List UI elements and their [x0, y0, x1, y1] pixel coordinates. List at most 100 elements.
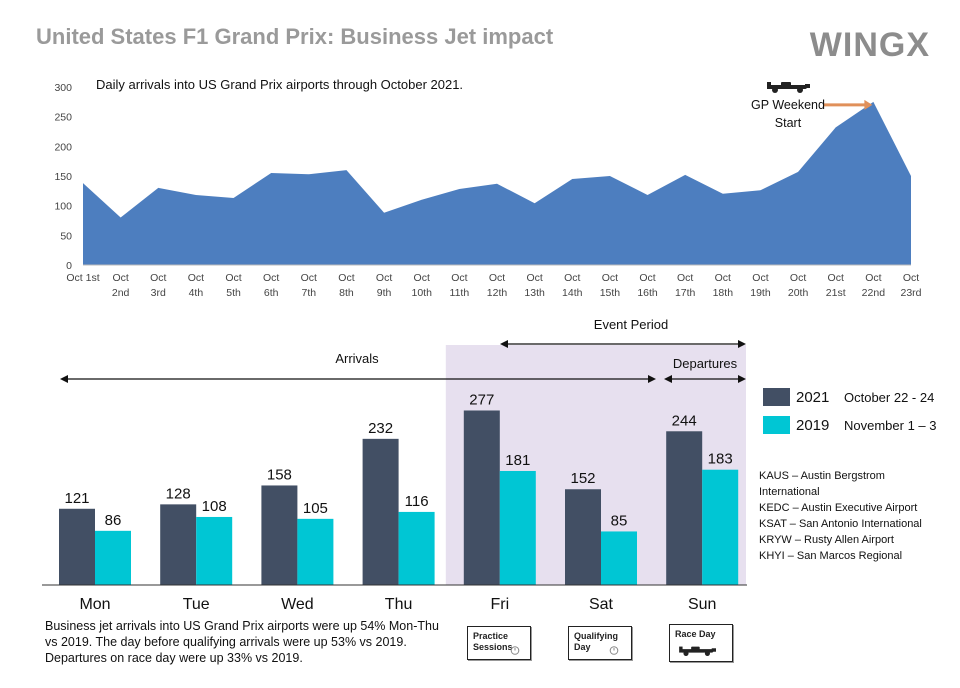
summary-notes: Business jet arrivals into US Grand Prix… — [45, 619, 439, 665]
y-tick-label: 50 — [60, 230, 72, 242]
area-chart-title: Daily arrivals into US Grand Prix airpor… — [96, 77, 464, 92]
bar-2019-wed — [297, 518, 334, 585]
legend-swatch-2021 — [763, 388, 790, 406]
bar-value-label: 232 — [368, 420, 393, 437]
airport-item: International — [759, 486, 820, 498]
bar-value-label: 128 — [166, 485, 191, 502]
departures-range-label: Departures — [673, 356, 738, 371]
arrivals-range-arrow-head-left — [60, 375, 68, 383]
x-tick-label: 13th — [524, 287, 545, 299]
badge-qualifying-day: Qualifying Day — [568, 626, 632, 660]
x-tick-label: 10th — [412, 287, 433, 299]
legend-swatch-2019 — [763, 416, 790, 434]
bar-2021-sat — [565, 489, 601, 585]
airport-list: KAUS – Austin Bergstrom International KE… — [759, 468, 954, 564]
airport-item: KRYW – Rusty Allen Airport — [759, 534, 894, 546]
x-tick-label: 18th — [713, 287, 734, 299]
gp-weekend-annotation: GP Weekend Start — [738, 96, 838, 132]
x-tick-label: Oct — [188, 272, 204, 284]
airport-item: KSAT – San Antonio International — [759, 518, 922, 530]
x-tick-label: 16th — [637, 287, 658, 299]
bar-2019-tue — [196, 516, 233, 585]
stopwatch-icon — [510, 646, 520, 655]
x-tick-label: Oct — [225, 272, 241, 284]
event-period-arrow-head-right — [738, 340, 746, 348]
badge-practice-sessions: Practice Sessions — [467, 626, 531, 660]
x-tick-label: 6th — [264, 287, 279, 299]
airport-item: KEDC – Austin Executive Airport — [759, 502, 918, 514]
y-tick-label: 300 — [54, 82, 72, 94]
x-tick-label: Oct — [112, 272, 128, 284]
x-tick-label: 2nd — [112, 287, 130, 299]
event-period-label: Event Period — [594, 317, 668, 332]
x-tick-label: 21st — [826, 287, 846, 299]
bar-2019-sat — [601, 531, 637, 585]
category-label: Sun — [688, 596, 716, 613]
brand-logo: WINGX — [809, 26, 930, 64]
category-label: Thu — [385, 596, 413, 613]
bar-value-label: 105 — [303, 500, 328, 517]
x-tick-label: Oct — [903, 272, 919, 284]
race-car-icon — [767, 82, 810, 93]
arrivals-range-arrow-head-right — [648, 375, 656, 383]
bar-value-label: 108 — [202, 498, 227, 515]
x-tick-label: Oct 1st — [66, 272, 99, 284]
bar-value-label: 152 — [570, 470, 595, 487]
gp-weekend-label-line2: Start — [774, 116, 802, 130]
bar-2021-sun — [666, 431, 703, 585]
x-tick-label: 12th — [487, 287, 508, 299]
arrivals-range-label: Arrivals — [335, 351, 379, 366]
badge-race-line1: Race Day — [675, 629, 716, 639]
legend-item-2021: 2021 October 22 - 24 — [763, 387, 934, 407]
x-tick-label: Oct — [526, 272, 542, 284]
bar-value-label: 244 — [672, 412, 697, 429]
legend-dates-2021: October 22 - 24 — [844, 389, 935, 405]
bar-2021-thu — [362, 438, 399, 585]
y-tick-label: 0 — [66, 260, 72, 272]
x-tick-label: Oct — [150, 272, 166, 284]
category-label: Wed — [281, 596, 314, 613]
airport-item: KAUS – Austin Bergstrom — [759, 470, 885, 482]
race-car-icon — [679, 646, 716, 656]
bar-value-label: 158 — [267, 466, 292, 483]
arrivals-area-series — [83, 101, 911, 265]
y-tick-label: 200 — [54, 141, 72, 153]
legend-dates-2019: November 1 – 3 — [844, 417, 937, 433]
event-period-arrow-head-left — [500, 340, 508, 348]
y-tick-label: 250 — [54, 112, 72, 124]
bar-value-label: 116 — [405, 493, 429, 510]
badge-race-day: Race Day — [669, 624, 733, 662]
stopwatch-icon — [609, 646, 619, 655]
x-tick-label: Oct — [263, 272, 279, 284]
departures-range-arrow-head-left — [664, 375, 672, 383]
legend-year-2021: 2021 — [796, 388, 830, 406]
bar-value-label: 181 — [505, 452, 530, 469]
x-tick-label: 17th — [675, 287, 696, 299]
bar-value-label: 85 — [611, 512, 628, 529]
legend-year-2019: 2019 — [796, 416, 830, 434]
x-tick-label: Oct — [752, 272, 768, 284]
badge-practice-line2: Sessions — [473, 642, 513, 652]
x-tick-label: 4th — [189, 287, 204, 299]
category-label: Mon — [79, 596, 110, 613]
bar-value-label: 277 — [469, 391, 494, 408]
x-tick-label: 7th — [302, 287, 317, 299]
bar-2021-fri — [463, 410, 500, 585]
badge-qualifying-line1: Qualifying — [574, 631, 619, 641]
x-tick-label: Oct — [451, 272, 467, 284]
bar-value-label: 121 — [64, 490, 89, 507]
category-label: Tue — [183, 596, 210, 613]
x-tick-label: Oct — [677, 272, 693, 284]
bar-2021-wed — [261, 485, 298, 585]
x-tick-label: Oct — [338, 272, 354, 284]
category-label: Sat — [589, 596, 614, 613]
category-label: Fri — [490, 596, 509, 613]
bar-2021-mon — [59, 508, 95, 585]
x-tick-label: Oct — [639, 272, 655, 284]
x-tick-label: Oct — [376, 272, 392, 284]
x-tick-label: Oct — [828, 272, 844, 284]
gp-weekend-label-line1: GP Weekend — [751, 98, 825, 112]
weekday-arrivals-bar-chart: 121 86 Mon 128 108 Tue 158 105 Wed 232 116 Thu 277 18… — [42, 317, 747, 613]
x-tick-label: Oct — [489, 272, 505, 284]
x-tick-label: Oct — [301, 272, 317, 284]
